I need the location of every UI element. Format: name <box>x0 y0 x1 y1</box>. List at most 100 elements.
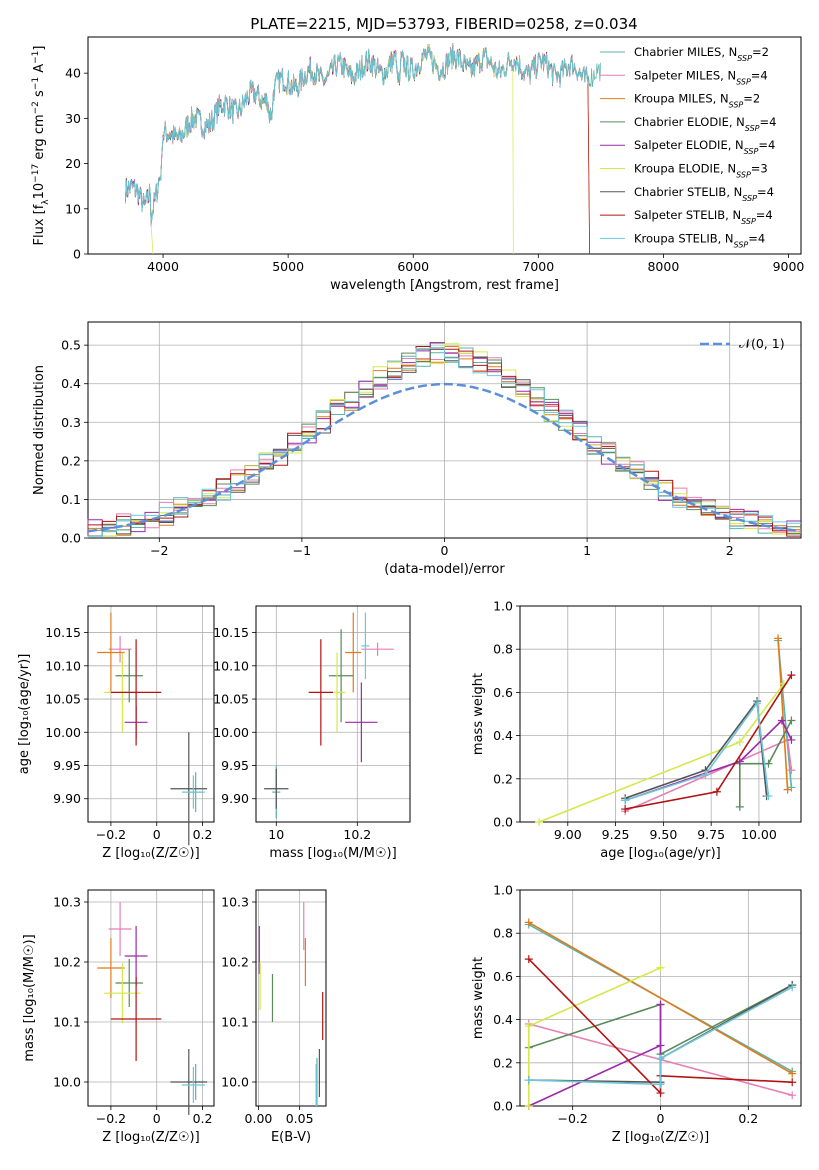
y-tick-label: 10.00 <box>45 725 81 740</box>
y-tick-label: 0.2 <box>61 453 81 468</box>
legend-tail: =2 <box>743 92 760 106</box>
histogram-series <box>87 347 801 538</box>
x-axis-label: (data-model)/error <box>384 562 505 577</box>
y-tick-label: 0.0 <box>493 1099 513 1114</box>
x-tick-label: 10.2 <box>343 827 371 842</box>
legend-text: Chabrier STELIB, N <box>634 185 742 199</box>
mass-weight-series <box>538 683 785 823</box>
legend-entry: Chabrier STELIB, NSSP=4 <box>634 185 774 203</box>
y-tick-label: 0.0 <box>61 531 81 546</box>
y-tick-label: 0.4 <box>493 1012 513 1027</box>
axes-frame <box>519 605 802 823</box>
plus-marker <box>621 796 630 805</box>
legend-subscript: SSP <box>737 54 752 63</box>
axes-frame <box>519 889 802 1107</box>
legend-subscript: SSP <box>745 123 760 132</box>
x-axis-label: Z [log₁₀(Z/Z☉)] <box>612 1130 709 1145</box>
x-axis-label: mass [log₁₀(M/M☉)] <box>269 846 396 861</box>
plus-marker <box>787 716 796 725</box>
plus-marker <box>656 1041 665 1050</box>
plus-marker <box>524 1022 533 1031</box>
plus-marker <box>524 918 533 927</box>
y-tick-label: 10.10 <box>213 658 249 673</box>
x-tick-label: −1 <box>293 543 311 558</box>
plus-marker <box>656 963 665 972</box>
y-tick-label: 0.1 <box>61 492 81 507</box>
y-tick-label: 10.05 <box>213 692 249 707</box>
legend-text: Salpeter MILES, N <box>634 68 736 82</box>
plus-marker <box>524 955 533 964</box>
legend-tail: =4 <box>748 231 765 245</box>
y-axis-label-part: A <box>32 64 47 77</box>
legend-tail: =4 <box>757 185 774 199</box>
legend-text: Kroupa ELODIE, N <box>634 162 736 176</box>
spectrum-series-line <box>125 45 514 223</box>
y-tick-label: 10 <box>65 201 81 216</box>
plus-marker <box>787 671 796 680</box>
x-tick-label: −0.2 <box>558 1111 588 1126</box>
chart-panel-mass_vs_Z: −0.2 0 0.2 10.0 10.1 10.2 10.3 Z [log₁₀(Z/Z☉)] m… <box>22 889 215 1145</box>
legend-subscript: SSP <box>734 240 749 249</box>
y-tick-label: 10.3 <box>53 895 81 910</box>
mass-weight-series <box>777 638 789 790</box>
y-tick-label: 0.2 <box>493 771 513 786</box>
y-tick-label: 10.15 <box>213 625 249 640</box>
legend-text: Kroupa STELIB, N <box>634 231 734 245</box>
axes-frame <box>87 889 215 1107</box>
legend-tail: =4 <box>756 208 773 222</box>
y-axis-label-part: −2 <box>31 101 41 114</box>
y-tick-label: 9.90 <box>53 791 81 806</box>
plus-marker <box>787 783 796 792</box>
x-axis-label: wavelength [Angstrom, rest frame] <box>330 278 559 293</box>
plus-marker <box>788 1078 797 1087</box>
spectrum-series-line <box>125 47 589 223</box>
chart-panel-mass_weight_vs_age: 9.00 9.25 9.50 9.75 10.00 0.0 0.2 0.4 0.6 0.8 1.0 a… <box>471 599 802 861</box>
legend-subscript: SSP <box>742 193 757 202</box>
plus-marker <box>753 699 762 708</box>
x-tick-label: 1 <box>583 543 591 558</box>
y-tick-label: 0.8 <box>493 642 513 657</box>
plus-marker <box>656 1000 665 1009</box>
plus-marker <box>656 1054 665 1063</box>
spectrum-series-line <box>150 44 514 255</box>
x-tick-label: 10 <box>268 827 284 842</box>
x-tick-label: 8000 <box>647 259 679 274</box>
y-tick-label: 20 <box>65 156 81 171</box>
y-tick-label: 1.0 <box>493 883 513 898</box>
y-tick-label: 10.1 <box>221 1015 249 1030</box>
y-tick-label: 0.6 <box>493 685 513 700</box>
legend-subscript: SSP <box>736 170 751 179</box>
chart-panel-spectrum: 4000 5000 6000 7000 8000 9000 0 10 20 30 40 wavelen… <box>31 36 805 293</box>
y-axis-label: age [log₁₀(age/yr)] <box>17 654 32 775</box>
y-axis-label-part: −1 <box>31 51 41 64</box>
y-tick-label: 9.95 <box>53 758 81 773</box>
chart-panel-mass_weight_vs_Z: −0.2 0 0.2 0.0 0.2 0.4 0.6 0.8 1.0 Z [log₁₀(Z/Z☉)… <box>471 883 802 1145</box>
plus-marker <box>764 759 773 768</box>
legend-subscript: SSP <box>736 77 751 86</box>
x-tick-label: 0.2 <box>193 1111 213 1126</box>
chart-panel-age_vs_mass: 10 10.2 9.90 9.95 10.00 10.05 10.10 10.15 mass [… <box>213 605 411 861</box>
x-tick-label: 0 <box>153 1111 161 1126</box>
y-axis-label: mass [log₁₀(M/M☉)] <box>22 934 37 1061</box>
plus-marker <box>774 634 783 643</box>
y-axis-label: mass weight <box>471 957 486 1039</box>
x-axis-label: age [log₁₀(age/yr)] <box>600 846 721 861</box>
legend-entry: Chabrier MILES, NSSP=2 <box>634 45 769 63</box>
plus-marker <box>712 787 721 796</box>
plus-marker <box>777 716 786 725</box>
legend-text: Chabrier ELODIE, N <box>634 115 745 129</box>
x-tick-label: 9000 <box>773 259 805 274</box>
spectrum-series-line <box>125 44 590 255</box>
x-axis-label: Z [log₁₀(Z/Z☉)] <box>102 846 199 861</box>
y-tick-label: 10.00 <box>213 725 249 740</box>
mass-weight-series <box>528 986 793 1086</box>
x-tick-label: 5000 <box>272 259 304 274</box>
x-tick-label: 0 <box>441 543 449 558</box>
legend-tail: =4 <box>751 68 768 82</box>
y-axis-label: Normed distribution <box>32 365 47 495</box>
y-tick-label: 10.0 <box>221 1075 249 1090</box>
plus-marker <box>701 770 710 779</box>
y-tick-label: 0.8 <box>493 926 513 941</box>
y-tick-label: 10.3 <box>221 895 249 910</box>
